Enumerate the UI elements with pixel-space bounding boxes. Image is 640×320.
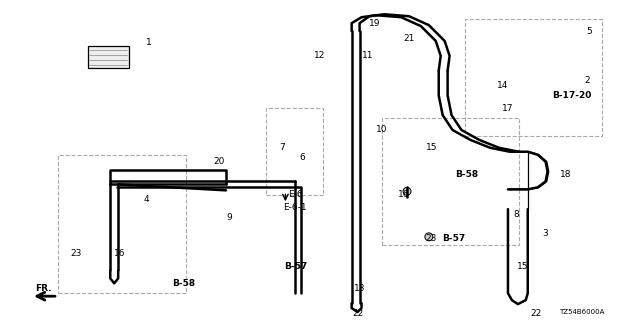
Text: 9: 9 <box>226 212 232 221</box>
Text: 15: 15 <box>517 262 529 271</box>
Text: TZ54B6000A: TZ54B6000A <box>559 309 605 315</box>
Text: 23: 23 <box>70 249 81 258</box>
Bar <box>465 19 602 136</box>
Text: B-57: B-57 <box>284 262 307 271</box>
Text: FR.: FR. <box>35 284 51 293</box>
Text: 8: 8 <box>513 210 519 219</box>
Circle shape <box>403 188 411 195</box>
Bar <box>58 155 186 293</box>
Text: B-17-20: B-17-20 <box>552 91 592 100</box>
Text: 22: 22 <box>530 308 541 317</box>
Text: 10: 10 <box>376 125 387 134</box>
Text: 18: 18 <box>559 170 571 179</box>
Bar <box>266 108 323 195</box>
Bar <box>88 46 129 68</box>
Text: 12: 12 <box>314 51 326 60</box>
Text: 4: 4 <box>144 195 150 204</box>
Text: B-57: B-57 <box>442 234 465 243</box>
Text: 23: 23 <box>425 234 436 243</box>
Text: 20: 20 <box>213 157 225 166</box>
Text: 6: 6 <box>300 153 305 162</box>
Text: 5: 5 <box>586 27 592 36</box>
Text: 22: 22 <box>352 308 364 317</box>
Text: E-6: E-6 <box>288 190 303 199</box>
Text: B-58: B-58 <box>455 170 478 179</box>
Text: 19: 19 <box>369 19 380 28</box>
Text: 3: 3 <box>543 229 548 238</box>
Text: B-58: B-58 <box>172 279 195 288</box>
Bar <box>382 118 519 245</box>
Circle shape <box>425 233 433 241</box>
Text: 15: 15 <box>426 143 438 152</box>
Text: 2: 2 <box>584 76 590 85</box>
Text: 17: 17 <box>502 104 514 113</box>
Text: 13: 13 <box>354 284 365 293</box>
Text: 16: 16 <box>398 190 410 199</box>
Text: 21: 21 <box>403 35 415 44</box>
Text: E-6-1: E-6-1 <box>284 203 307 212</box>
Text: 14: 14 <box>497 81 509 90</box>
Text: 7: 7 <box>280 143 285 152</box>
Text: 16: 16 <box>115 249 126 258</box>
Text: 11: 11 <box>362 51 373 60</box>
Text: 1: 1 <box>146 38 152 47</box>
